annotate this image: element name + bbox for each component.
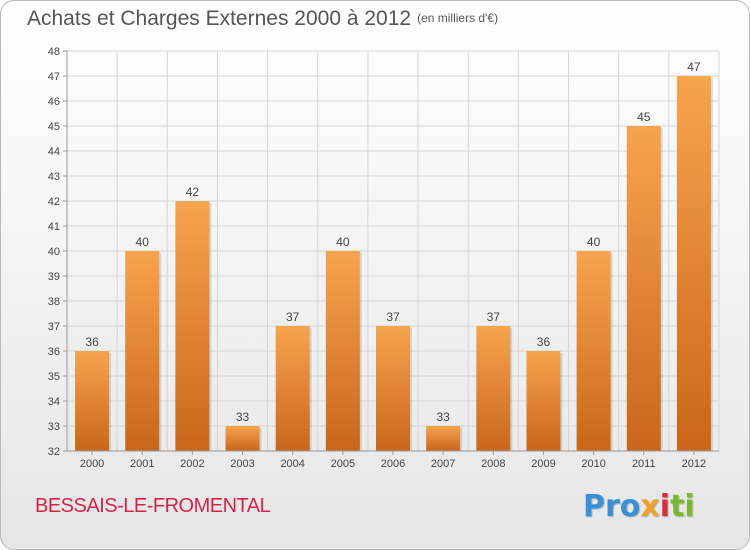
bar-value-label: 37 [286,310,300,324]
bar [626,126,661,451]
bar-value-label: 47 [687,60,701,74]
bar [476,326,511,451]
y-tick-label: 37 [48,321,60,333]
commune-name: BESSAIS-LE-FROMENTAL [35,495,271,517]
bar [225,426,260,451]
bars [75,76,713,451]
x-tick-label: 2001 [130,458,154,470]
chart-title-text: Achats et Charges Externes 2000 à 2012 [27,7,412,30]
y-tick-label: 43 [48,171,60,183]
bar [75,351,110,451]
bar [275,326,310,451]
bar-value-label: 40 [136,235,150,249]
y-tick-label: 41 [48,221,60,233]
bar [175,201,210,451]
x-tick-label: 2004 [280,458,304,470]
x-tick-label: 2002 [180,458,204,470]
x-tick-label: 2003 [230,458,254,470]
bar-value-label: 42 [186,185,200,199]
bar-value-label: 33 [236,410,250,424]
x-tick-label: 2011 [632,458,656,470]
bar-value-label: 36 [85,335,99,349]
bar [576,251,611,451]
x-tick-label: 2000 [80,458,104,470]
x-tick-label: 2010 [581,458,605,470]
x-tick-label: 2006 [381,458,405,470]
bar [676,76,711,451]
bar-value-label: 40 [587,235,601,249]
bar [376,326,410,451]
x-tick-label: 2012 [682,458,706,470]
y-tick-label: 38 [48,296,60,308]
x-tick-label: 2007 [431,458,455,470]
y-tick-label: 34 [48,396,60,408]
y-tick-label: 42 [48,196,60,208]
bar-value-label: 45 [637,110,651,124]
x-tick-label: 2005 [331,458,355,470]
proxiti-logo[interactable]: Proxiti [583,489,695,524]
y-tick-label: 32 [48,446,60,458]
bar-value-label: 40 [336,235,350,249]
chart-unit: (en milliers d'€) [417,11,499,25]
logo-part-3: i [659,489,671,524]
y-tick-label: 33 [48,421,60,433]
y-tick-label: 48 [48,46,60,58]
bar-value-label: 36 [537,335,551,349]
bar [325,251,360,451]
logo-part-2: x [640,489,660,524]
bar-value-label: 33 [436,410,450,424]
bar [426,426,461,451]
x-tick-label: 2009 [531,458,555,470]
logo-part-1: Pro [583,489,641,524]
logo-part-4: ti [670,489,695,524]
x-tick-label: 2008 [481,458,505,470]
labels: 32 33 34 35 36 37 38 39 40 41 42 43 44 45 46 47 48 36 2000… [48,46,706,470]
bar-value-label: 37 [386,310,400,324]
y-tick-label: 39 [48,271,60,283]
y-tick-label: 35 [48,371,60,383]
y-tick-label: 40 [48,246,60,258]
bar-value-label: 37 [487,310,501,324]
chart-title: Achats et Charges Externes 2000 à 2012 (e… [27,7,498,31]
y-tick-label: 44 [48,146,60,158]
bar [526,351,561,451]
bar [125,251,160,451]
y-tick-label: 47 [48,71,60,83]
y-tick-label: 45 [48,121,60,133]
axes [63,50,719,455]
y-tick-label: 46 [48,96,60,108]
y-tick-label: 36 [48,346,60,358]
